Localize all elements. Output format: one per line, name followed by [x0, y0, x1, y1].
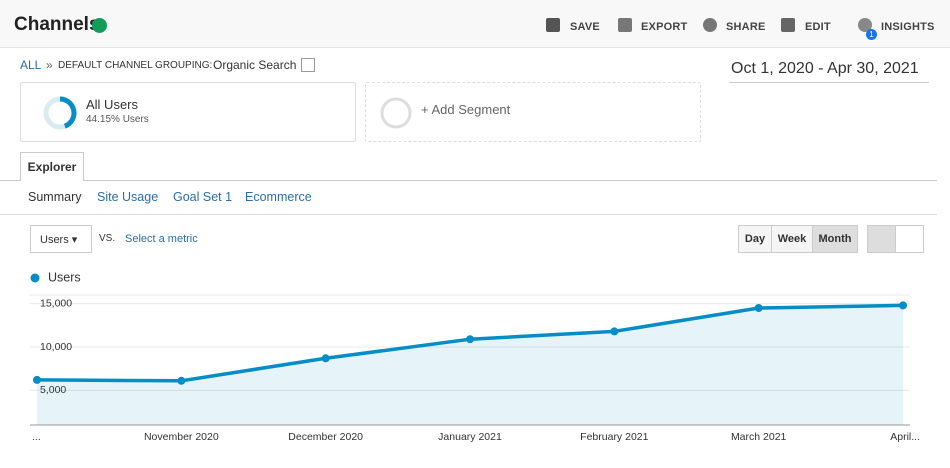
line-chart-button[interactable] — [867, 225, 896, 253]
x-tick-label: November 2020 — [144, 431, 219, 443]
vs-label: VS. — [99, 233, 116, 244]
donut-arc — [43, 96, 77, 130]
verified-icon — [92, 18, 107, 33]
x-tick-label: March 2021 — [731, 431, 787, 443]
add-segment-circle — [380, 97, 412, 129]
y-tick-label: 10,000 — [40, 341, 72, 353]
breadcrumb-all[interactable]: ALL — [20, 58, 42, 72]
segment-name: All Users — [86, 97, 139, 112]
data-point — [466, 335, 474, 344]
x-tick-label: ... — [32, 431, 41, 443]
metric-dropdown[interactable]: Users ▾ — [30, 225, 92, 253]
subtab-line — [0, 214, 937, 215]
insights-icon[interactable] — [858, 18, 872, 32]
week-button[interactable]: Week — [771, 225, 813, 253]
add-segment-card[interactable] — [365, 82, 701, 142]
explorer-tab[interactable]: Explorer — [20, 152, 84, 181]
metric-selected: Users — [40, 234, 69, 246]
segment-donut — [43, 96, 77, 130]
save-button[interactable]: SAVE — [570, 21, 600, 33]
y-tick-label: 5,000 — [40, 384, 66, 396]
breadcrumb-value: Organic Search — [213, 58, 297, 72]
data-point — [610, 327, 619, 336]
segment-detail: 44.15% Users — [86, 114, 149, 125]
data-point — [33, 375, 41, 384]
motion-chart-button[interactable] — [895, 225, 924, 253]
share-icon[interactable] — [703, 18, 717, 32]
date-underline — [729, 82, 929, 83]
export-button[interactable]: EXPORT — [641, 21, 688, 33]
export-icon[interactable] — [618, 18, 632, 32]
page-title: Channels — [14, 14, 100, 35]
edit-button[interactable]: EDIT — [805, 21, 831, 33]
share-button[interactable]: SHARE — [726, 21, 766, 33]
data-point — [177, 376, 186, 385]
y-tick-label: 15,000 — [40, 297, 72, 309]
month-button[interactable]: Month — [812, 225, 858, 253]
subtab[interactable]: Summary — [28, 190, 82, 204]
edit-icon[interactable] — [781, 18, 795, 32]
data-point — [754, 304, 763, 312]
tab-line — [0, 180, 937, 181]
subtab[interactable]: Site Usage — [97, 190, 159, 204]
legend-label: Users — [48, 270, 81, 284]
breadcrumb-separator: » — [46, 58, 53, 72]
save-icon[interactable] — [546, 18, 560, 32]
segment-card[interactable] — [20, 82, 356, 142]
circle — [380, 97, 412, 129]
chart: 5,000 10,000 15,000... November 2020 Decembe… — [30, 270, 920, 443]
x-tick-label: December 2020 — [288, 431, 363, 443]
date-range[interactable]: Oct 1, 2020 - Apr 30, 2021 — [731, 60, 919, 77]
add-segment-label[interactable]: + Add Segment — [421, 102, 511, 117]
legend-marker — [30, 273, 40, 283]
data-point — [899, 301, 907, 310]
x-tick-label: February 2021 — [580, 431, 648, 443]
insights-badge: 1 — [866, 29, 877, 40]
insights-button[interactable]: INSIGHTS — [881, 21, 935, 33]
breadcrumb-grouping: DEFAULT CHANNEL GROUPING: — [58, 60, 213, 71]
grouping-dropdown[interactable] — [301, 58, 315, 72]
select-metric[interactable]: Select a metric — [125, 233, 198, 245]
x-tick-label: January 2021 — [438, 431, 502, 443]
x-tick-label: April... — [890, 431, 920, 443]
subtab[interactable]: Goal Set 1 — [173, 190, 233, 204]
day-button[interactable]: Day — [738, 225, 772, 253]
data-point — [321, 354, 330, 363]
subtab[interactable]: Ecommerce — [245, 190, 312, 204]
series-area — [37, 305, 903, 425]
